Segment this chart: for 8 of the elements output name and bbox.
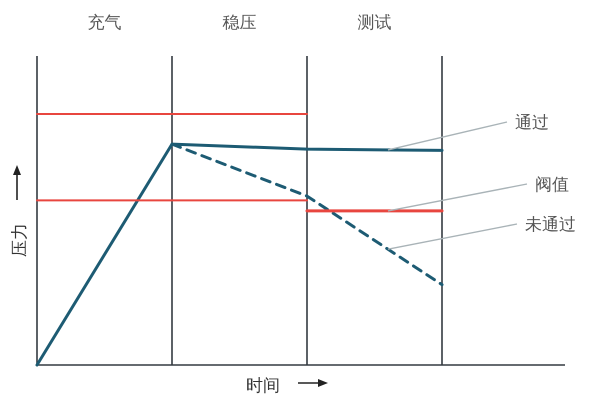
text: 通过 <box>515 113 549 133</box>
text: 未通过 <box>525 215 576 235</box>
text: 稳压 <box>222 13 256 33</box>
y-axis-title: 压力 <box>10 223 30 257</box>
text: 测试 <box>358 13 392 33</box>
text: 阀值 <box>535 175 569 195</box>
text: 充气 <box>88 13 122 33</box>
x-axis-title: 时间 <box>246 376 280 395</box>
